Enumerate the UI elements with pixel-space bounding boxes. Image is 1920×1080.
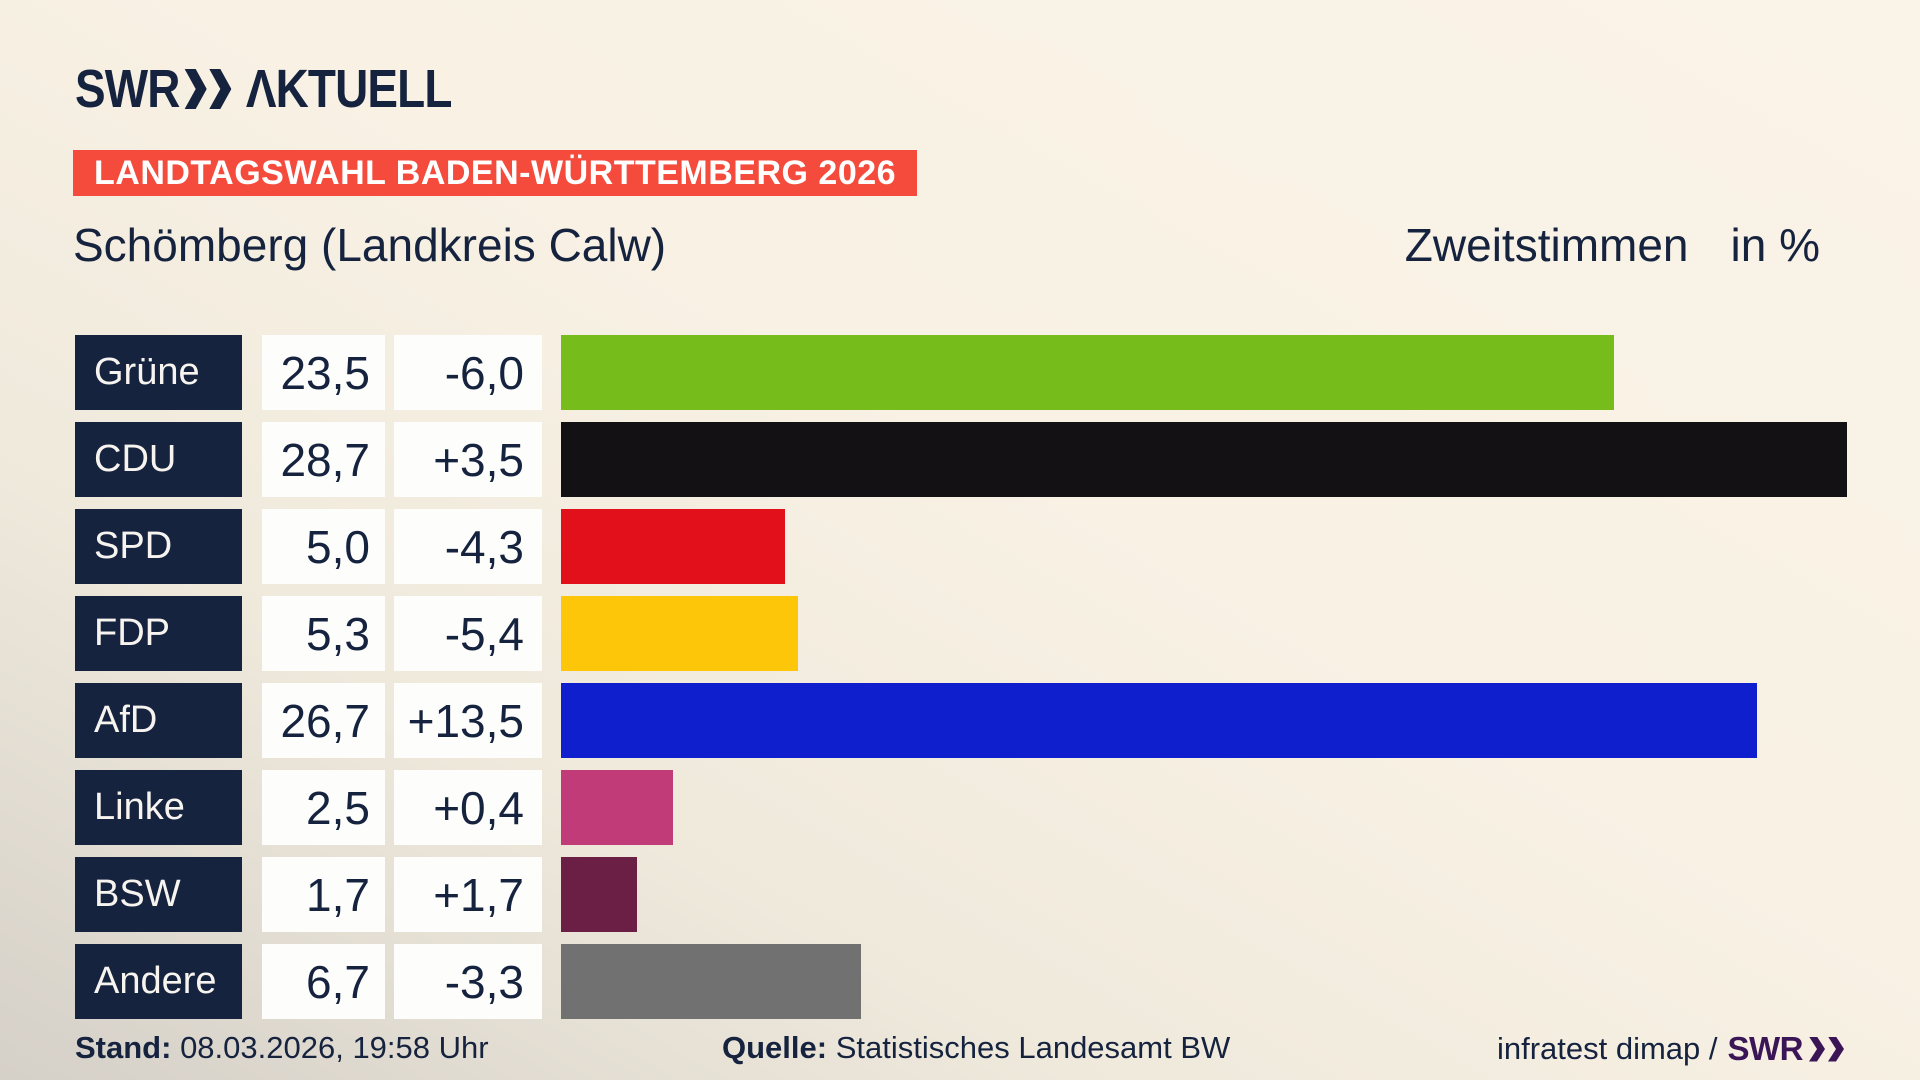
bar — [561, 683, 1757, 758]
bar — [561, 944, 861, 1019]
change-cell: -5,4 — [394, 596, 542, 671]
change-cell: -3,3 — [394, 944, 542, 1019]
stand-value: 08.03.2026, 19:58 Uhr — [180, 1030, 489, 1065]
value-cell: 26,7 — [262, 683, 385, 758]
party-label: Linke — [75, 770, 242, 845]
quelle-label: Quelle: — [722, 1030, 828, 1065]
bar-chart: Grüne 23,5 -6,0 CDU 28,7 +3,5 SPD 5,0 -4,3 FDP 5,3… — [75, 335, 1847, 1031]
chevron-right-icon — [1828, 1036, 1844, 1062]
bar — [561, 335, 1614, 410]
chart-row: Andere 6,7 -3,3 — [75, 944, 1847, 1019]
municipality-title: Schömberg (Landkreis Calw) — [73, 219, 667, 271]
chevron-right-icon — [184, 69, 207, 109]
election-banner: LANDTAGSWAHL BADEN-WÜRTTEMBERG 2026 — [73, 150, 918, 196]
party-label: FDP — [75, 596, 242, 671]
aktuell-logo-text: ΛKTUELL — [245, 59, 453, 119]
swr-aktuell-logo: SWR ΛKTUELL — [75, 58, 452, 120]
value-cell: 1,7 — [262, 857, 385, 932]
double-chevron-right-icon — [184, 69, 234, 109]
chart-row: Linke 2,5 +0,4 — [75, 770, 1847, 845]
quelle-value: Statistisches Landesamt BW — [835, 1030, 1231, 1065]
change-cell: -4,3 — [394, 509, 542, 584]
value-cell: 6,7 — [262, 944, 385, 1019]
value-cell: 2,5 — [262, 770, 385, 845]
credit-text: infratest dimap / — [1496, 1031, 1718, 1066]
value-cell: 23,5 — [262, 335, 385, 410]
party-label: SPD — [75, 509, 242, 584]
change-cell: -6,0 — [394, 335, 542, 410]
change-cell: +13,5 — [394, 683, 542, 758]
bar — [561, 509, 785, 584]
bar — [561, 422, 1847, 497]
party-label: Andere — [75, 944, 242, 1019]
unit-label: in % — [1730, 219, 1820, 271]
value-cell: 5,3 — [262, 596, 385, 671]
swr-footer-text: SWR — [1727, 1030, 1804, 1067]
value-cell: 28,7 — [262, 422, 385, 497]
swr-logo-text: SWR — [75, 59, 180, 119]
party-label: Grüne — [75, 335, 242, 410]
vote-type-label: Zweitstimmen — [1404, 219, 1689, 271]
change-cell: +0,4 — [394, 770, 542, 845]
value-cell: 5,0 — [262, 509, 385, 584]
stand-label: Stand: — [75, 1030, 172, 1065]
credits: infratest dimap / SWR — [1497, 1030, 1845, 1068]
party-label: BSW — [75, 857, 242, 932]
chart-row: CDU 28,7 +3,5 — [75, 422, 1847, 497]
data-source: Quelle: Statistisches Landesamt BW — [722, 1030, 1230, 1066]
bar — [561, 857, 637, 932]
chevron-right-icon — [1809, 1036, 1825, 1062]
change-cell: +3,5 — [394, 422, 542, 497]
bar — [561, 770, 673, 845]
bar — [561, 596, 798, 671]
party-label: CDU — [75, 422, 242, 497]
chart-row: SPD 5,0 -4,3 — [75, 509, 1847, 584]
chart-row: BSW 1,7 +1,7 — [75, 857, 1847, 932]
change-cell: +1,7 — [394, 857, 542, 932]
chart-row: AfD 26,7 +13,5 — [75, 683, 1847, 758]
party-label: AfD — [75, 683, 242, 758]
swr-logo-footer: SWR — [1728, 1030, 1846, 1068]
chart-row: FDP 5,3 -5,4 — [75, 596, 1847, 671]
stand-timestamp: Stand: 08.03.2026, 19:58 Uhr — [75, 1030, 489, 1066]
chevron-right-icon — [209, 69, 232, 109]
chart-row: Grüne 23,5 -6,0 — [75, 335, 1847, 410]
